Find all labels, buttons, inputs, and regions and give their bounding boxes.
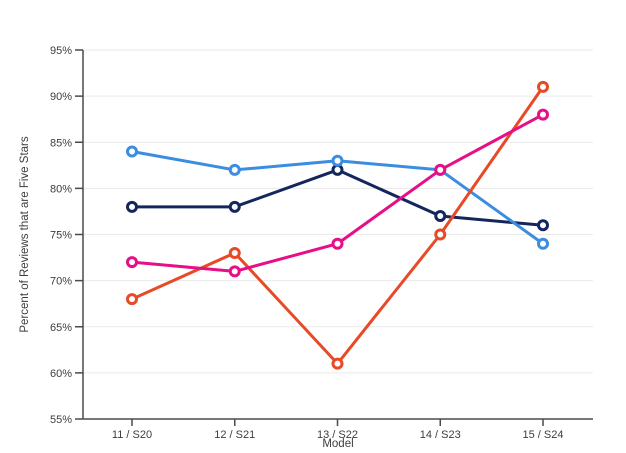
y-tick-label: 75% [50,230,72,242]
data-point-navy [537,219,549,232]
data-point-navy [228,200,241,213]
y-tick-label: 90% [50,91,72,103]
data-point-navy [434,210,447,223]
data-point-magenta [331,237,344,250]
data-point-magenta [537,108,549,121]
data-point-navy [126,200,138,213]
x-tick-label: 15 / S24 [523,429,564,441]
y-tick-label: 55% [50,414,72,426]
data-point-magenta [228,265,241,278]
data-point-light-blue [331,154,344,167]
axes [75,49,593,426]
series-line-orange [130,85,545,366]
data-point-navy [331,163,344,176]
data-point-orange [331,357,344,370]
data-point-orange [537,80,549,93]
data-point-magenta [126,256,138,269]
x-tick-label: 14 / S23 [420,429,461,441]
y-tick-label: 80% [50,183,72,195]
y-tick-label: 70% [50,276,72,288]
data-point-light-blue [228,163,241,176]
y-tick-label: 65% [50,322,72,334]
series-layer [126,80,549,370]
data-point-light-blue [126,145,138,158]
data-point-orange [228,246,241,259]
data-point-orange [434,228,447,241]
tick-labels: 55% 60% 65% 70% 75% 80% 85% 90% 95% 11 / S20 12 / … [50,45,564,441]
y-tick-label: 95% [50,45,72,57]
data-point-light-blue [537,237,549,250]
y-tick-label: 85% [50,137,72,149]
y-axis-title: Percent of Reviews that are Five Stars [19,136,31,332]
data-point-magenta [434,163,447,176]
data-point-orange [126,293,138,306]
y-tick-label: 60% [50,368,72,380]
x-tick-label: 12 / S21 [214,429,255,441]
x-tick-label: 11 / S20 [112,429,152,441]
x-axis-title: Model [322,438,353,450]
gridlines [83,49,593,374]
x-tick-label: 13 / S22 [317,429,358,441]
